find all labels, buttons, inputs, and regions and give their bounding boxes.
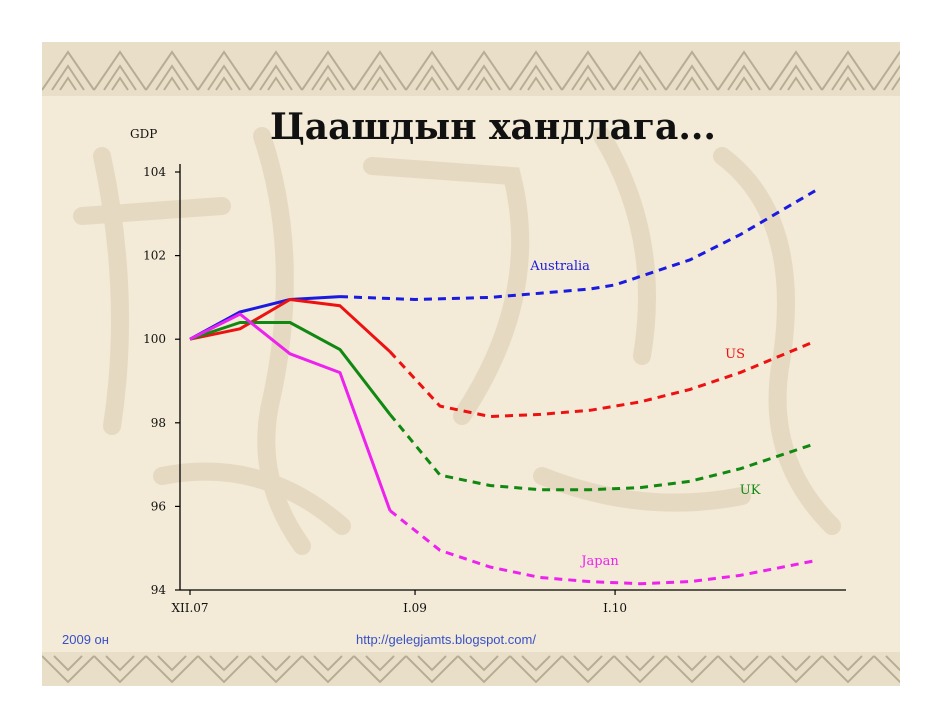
slide: Цаашдын хандлага... GDP 104 102 100 98 96 94 XI… <box>42 42 900 686</box>
bottom-ornament-border <box>42 652 900 686</box>
gdp-line-chart: GDP 104 102 100 98 96 94 XII.07 I.09 I.10 Austral… <box>130 127 846 615</box>
series-us-actual-line <box>189 298 392 353</box>
footer-url-link[interactable]: http://gelegjamts.blogspot.com/ <box>356 632 536 647</box>
y-tick-label: 94 <box>151 583 167 597</box>
series-label-australia: Australia <box>529 259 590 274</box>
series-label-us: US <box>725 347 745 362</box>
y-tick-label: 104 <box>143 165 166 179</box>
y-tick-label: 102 <box>143 249 166 263</box>
series-label-uk: UK <box>740 483 761 498</box>
series-uk-actual-line <box>189 321 392 416</box>
x-tick-label: I.10 <box>603 601 627 615</box>
y-tick-label: 96 <box>151 499 166 513</box>
series-japan-forecast-line <box>389 509 816 586</box>
footer-year: 2009 он <box>62 632 109 647</box>
series-uk-forecast-line <box>388 413 816 492</box>
y-tick-label: 100 <box>143 332 166 346</box>
x-tick-label: XII.07 <box>171 601 208 615</box>
series-us-forecast-line <box>388 339 816 418</box>
x-tick-label: I.09 <box>403 601 427 615</box>
y-axis-label: GDP <box>130 127 157 141</box>
slide-title: Цаашдын хандлага... <box>270 106 716 148</box>
series-australia-forecast-line <box>339 189 816 301</box>
series-label-japan: Japan <box>579 554 619 569</box>
series-japan-actual-line <box>189 312 392 512</box>
y-tick-label: 98 <box>151 416 166 430</box>
top-ornament-border <box>42 42 900 96</box>
